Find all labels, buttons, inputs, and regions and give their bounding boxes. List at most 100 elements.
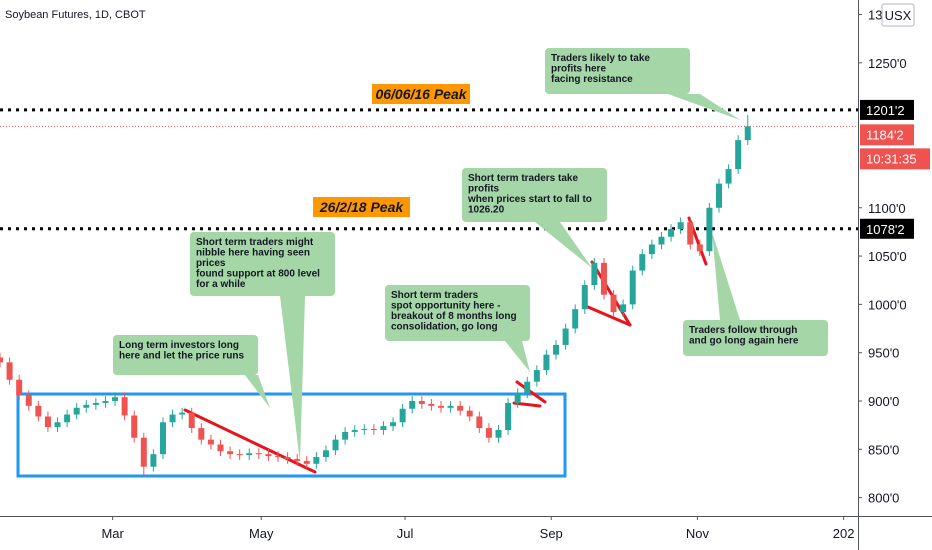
candle-body xyxy=(265,454,272,457)
callout-text: found support at 800 level xyxy=(196,269,320,280)
candle-body xyxy=(485,428,492,438)
candle-body xyxy=(476,416,483,429)
x-tick-label: May xyxy=(249,526,274,541)
candle-body xyxy=(303,460,310,464)
callout-box xyxy=(385,285,530,341)
x-tick-label: Sep xyxy=(540,526,563,541)
trend-line xyxy=(512,401,542,408)
callout-text: profits xyxy=(468,184,500,195)
x-tick-label: Jul xyxy=(397,526,414,541)
y-tick-label: 800'0 xyxy=(868,491,899,506)
candle-body xyxy=(581,285,588,310)
candle-body xyxy=(16,379,23,396)
candle-body xyxy=(744,126,751,141)
chart-title: Soybean Futures, 1D, CBOT xyxy=(5,9,146,21)
callout-text: here and let the price runs xyxy=(119,351,244,362)
peak-label: 06/06/16 Peak xyxy=(375,86,467,102)
candle-body xyxy=(294,458,301,461)
candle-body xyxy=(284,457,291,459)
candle-body xyxy=(131,415,138,438)
candle-body xyxy=(572,309,579,329)
callout-text: nibble here having seen xyxy=(196,248,310,259)
candle-body xyxy=(409,401,416,409)
callout-box xyxy=(462,168,607,222)
callout-box xyxy=(190,232,335,296)
peak-label-bg xyxy=(372,84,470,104)
candle-body xyxy=(553,344,560,355)
candle-body xyxy=(169,414,176,423)
callout-text: when prices start to fall to xyxy=(467,194,592,205)
level-price-tag xyxy=(860,99,914,120)
candle-body xyxy=(668,229,675,237)
candle-body xyxy=(437,405,444,408)
candle-body xyxy=(735,140,742,170)
callout-text: facing resistance xyxy=(551,74,633,85)
candle-body xyxy=(361,429,368,431)
currency-label: USX xyxy=(885,8,912,23)
candle-body xyxy=(313,457,320,464)
candle-body xyxy=(0,357,3,363)
candle-body xyxy=(370,429,377,431)
candle-body xyxy=(639,254,646,271)
candle-body xyxy=(236,454,243,456)
candle-body xyxy=(140,437,147,467)
candle-body xyxy=(629,270,636,305)
last-price-label: 1184'2 xyxy=(866,127,904,142)
x-tick-label: Mar xyxy=(101,526,124,541)
candle-body xyxy=(428,403,435,406)
candle-body xyxy=(322,450,329,458)
x-tick-label: 202 xyxy=(833,526,855,541)
last-price-tag xyxy=(860,124,914,146)
callout-tail xyxy=(712,232,740,320)
y-tick-label: 950'0 xyxy=(868,346,899,361)
callout-text: and go long again here xyxy=(689,336,799,347)
candle-body xyxy=(246,453,253,456)
level-price-label: 1078'2 xyxy=(866,222,905,237)
callout-box xyxy=(113,335,258,375)
candle-body xyxy=(390,422,397,427)
candle-body xyxy=(73,407,80,415)
callout-text: profits here xyxy=(551,64,606,75)
y-tick-label: 900'0 xyxy=(868,394,899,409)
candle-body xyxy=(620,304,627,313)
candle-body xyxy=(380,426,387,430)
callout-text: Short term traders take xyxy=(468,173,578,184)
candle-body xyxy=(188,412,195,429)
callout-text: 1026.20 xyxy=(468,205,505,216)
callout-text: spot opportunity here - xyxy=(391,301,500,312)
level-price-tag xyxy=(860,218,914,239)
candle-body xyxy=(514,393,521,403)
candle-body xyxy=(543,354,550,371)
trend-line xyxy=(590,260,632,327)
y-tick-label: 1000'0 xyxy=(868,297,907,312)
y-tick-label: 850'0 xyxy=(868,442,899,457)
candle-body xyxy=(6,362,13,380)
peak-label: 26/2/18 Peak xyxy=(319,199,405,215)
y-tick-label: 1250'0 xyxy=(868,56,907,71)
candle-body xyxy=(725,169,732,184)
candle-body xyxy=(44,416,51,428)
candle-body xyxy=(524,381,531,394)
candle-body xyxy=(159,422,166,455)
callout-tail xyxy=(535,222,592,268)
y-tick-label: 1100'0 xyxy=(868,201,906,216)
trend-line xyxy=(183,408,317,474)
candle-body xyxy=(495,430,502,438)
candle-body xyxy=(399,408,406,423)
level-price-label: 1201'2 xyxy=(866,103,905,118)
candle-body xyxy=(64,414,71,423)
candle-body xyxy=(687,222,694,245)
callout-tail xyxy=(668,94,740,120)
trend-line xyxy=(515,380,547,404)
peak-label-bg xyxy=(313,197,410,217)
callout-text: prices xyxy=(196,258,226,269)
callout-text: Traders likely to take xyxy=(551,53,650,64)
callout-text: consolidation, go long xyxy=(391,322,498,333)
candle-body xyxy=(591,262,598,286)
candle-body xyxy=(466,410,473,417)
currency-box xyxy=(881,3,915,27)
candle-body xyxy=(112,397,119,402)
